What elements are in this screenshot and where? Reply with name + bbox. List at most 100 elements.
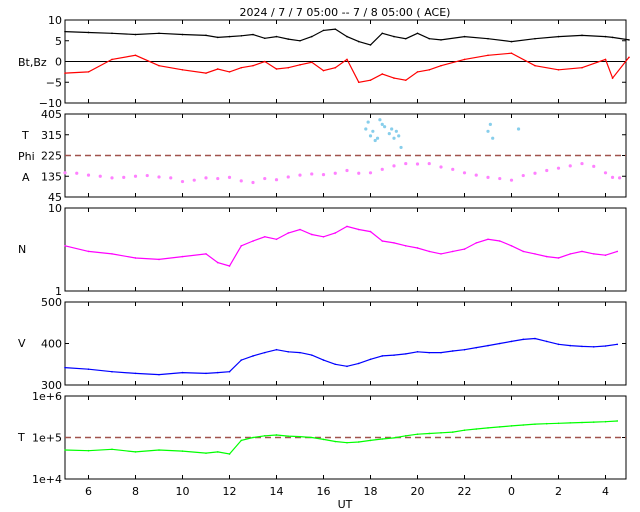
data-point-t	[64, 449, 66, 451]
x-tick-label: 12	[223, 485, 237, 498]
data-point-bt	[134, 33, 137, 36]
data-point-bz	[310, 61, 313, 64]
data-point-phi	[415, 162, 420, 166]
data-point-theta	[392, 136, 396, 140]
data-point-bt	[228, 35, 231, 38]
data-point-bz	[158, 64, 160, 67]
data-point-bz	[287, 66, 290, 69]
data-point-n	[557, 257, 560, 259]
data-point-phi	[169, 176, 173, 180]
data-point-t	[134, 451, 137, 453]
data-point-n	[334, 232, 337, 234]
data-point-v	[369, 358, 372, 361]
data-point-n	[393, 242, 395, 244]
ylabel-angles-theta: T	[21, 129, 29, 142]
y-tick-label: 45	[48, 191, 62, 204]
data-point-v	[510, 340, 513, 343]
panel-angles: 405 315 225 135 45 T Phi A	[18, 108, 627, 204]
data-point-bt	[534, 37, 536, 40]
data-point-t	[557, 422, 560, 425]
data-point-t	[393, 437, 395, 439]
data-point-v	[581, 345, 583, 348]
panel-marks-density: 10 1	[48, 202, 626, 298]
data-point-phi	[404, 161, 408, 166]
data-point-bt	[557, 35, 560, 38]
ylabel-density: N	[18, 243, 26, 256]
data-point-t	[581, 421, 583, 424]
data-point-bt	[111, 32, 113, 35]
data-point-v	[463, 348, 466, 351]
data-point-v	[322, 359, 325, 361]
data-point-phi	[122, 175, 126, 180]
data-point-phi	[333, 171, 337, 175]
data-point-bt	[216, 36, 219, 39]
data-point-t	[381, 438, 384, 440]
data-point-n	[252, 240, 254, 242]
data-point-n	[592, 253, 595, 255]
x-tick-label: 22	[458, 485, 472, 498]
data-point-bz	[216, 68, 219, 70]
data-point-t	[487, 427, 489, 429]
data-point-t	[510, 425, 513, 427]
panel-marks-speed: 500 400 300	[41, 296, 626, 392]
data-point-v	[475, 346, 478, 349]
data-point-n	[381, 240, 384, 242]
data-point-bt	[310, 35, 313, 38]
y-tick-label: 405	[41, 108, 62, 121]
data-point-theta	[378, 118, 382, 122]
data-point-n	[522, 250, 525, 253]
data-point-n	[181, 255, 184, 258]
data-point-t	[522, 424, 525, 426]
data-point-t	[475, 428, 478, 430]
data-point-v	[522, 338, 525, 341]
data-point-phi	[110, 176, 114, 180]
data-point-v	[569, 344, 572, 347]
data-point-theta	[371, 129, 375, 133]
y-tick-label: 500	[41, 296, 62, 309]
data-point-phi	[392, 164, 396, 168]
y-tick-label: 1	[55, 285, 62, 298]
data-point-phi	[180, 179, 185, 184]
panel-temperature: 1e+6 1e+5 1e+4 T	[17, 390, 627, 486]
data-point-t	[616, 420, 619, 422]
data-point-bz	[240, 66, 243, 69]
data-point-phi	[509, 178, 514, 182]
data-point-t	[334, 440, 337, 443]
data-point-theta	[491, 136, 495, 140]
data-point-bz	[428, 69, 431, 71]
data-point-v	[228, 370, 231, 373]
ylabel-magnetic-field: Bt,Bz	[18, 56, 47, 69]
series-line-t	[64, 420, 618, 455]
data-point-n	[510, 245, 513, 247]
data-point-n	[64, 245, 66, 247]
data-point-bt	[393, 35, 395, 38]
x-tick-label: 16	[317, 485, 331, 498]
data-point-theta	[397, 134, 401, 138]
data-point-t	[181, 450, 184, 452]
data-point-t	[287, 435, 290, 437]
data-point-bz	[581, 66, 583, 69]
data-point-phi	[133, 174, 138, 178]
data-point-phi	[439, 165, 443, 169]
data-point-phi	[533, 171, 537, 175]
data-point-bz	[393, 77, 395, 79]
data-point-t	[428, 432, 431, 435]
y-tick-label: −10	[39, 97, 62, 110]
data-point-theta	[399, 145, 403, 150]
x-tick-label: 20	[411, 485, 425, 498]
data-point-v	[87, 368, 90, 371]
data-point-t	[592, 421, 595, 423]
data-point-n	[158, 258, 160, 261]
data-point-bz	[299, 64, 301, 66]
data-point-n	[322, 235, 325, 238]
data-point-bz	[263, 60, 266, 63]
data-point-n	[428, 250, 431, 253]
data-point-bt	[487, 37, 489, 40]
ylabel-angles-a: A	[22, 171, 30, 184]
data-point-v	[299, 351, 301, 354]
data-point-phi	[298, 173, 302, 177]
data-point-phi	[239, 179, 243, 183]
data-point-bt	[404, 37, 407, 40]
y-tick-label: 400	[41, 338, 62, 351]
